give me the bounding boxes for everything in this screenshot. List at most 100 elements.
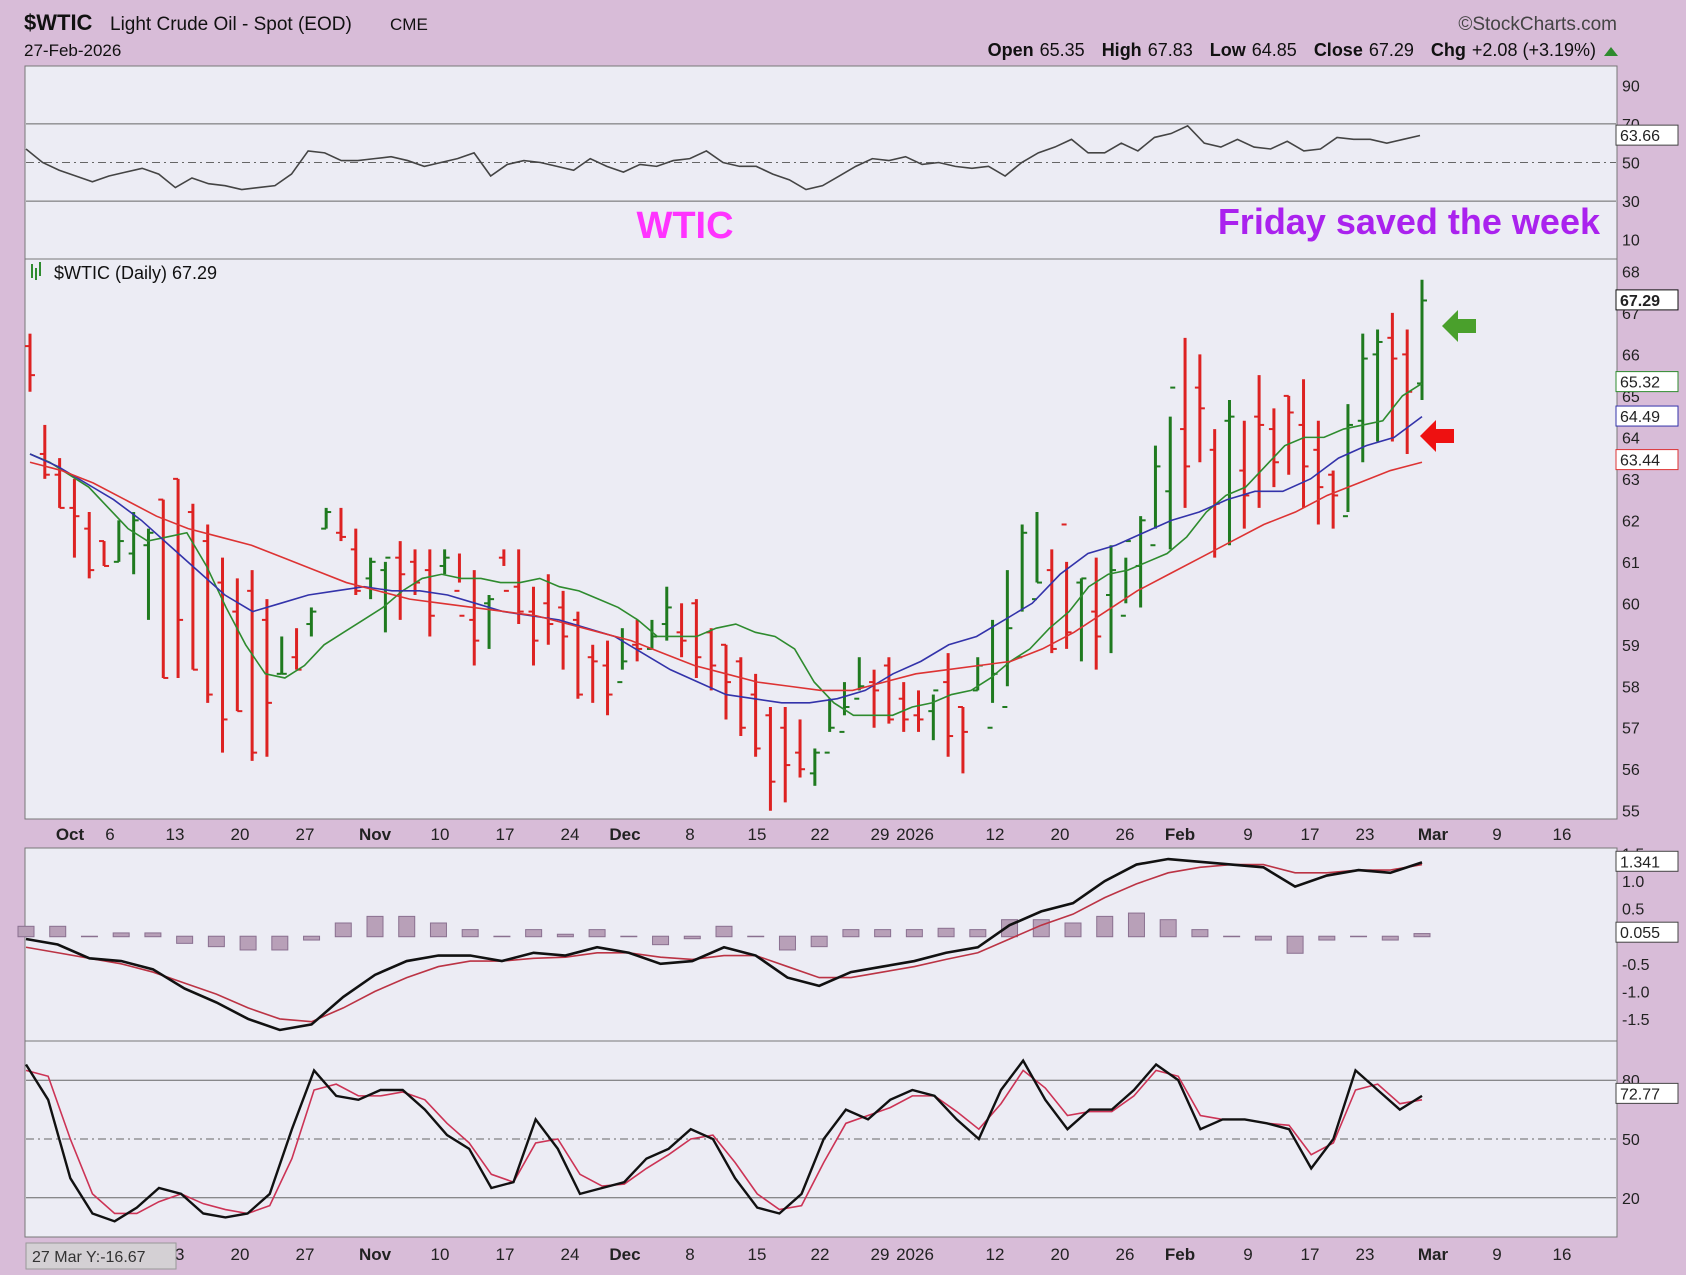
price-last-box <box>1615 449 1679 471</box>
price-last-box <box>1615 371 1679 393</box>
price-last-label: 63.44 <box>1615 449 1679 471</box>
macd-histogram-bar <box>842 929 860 938</box>
price-bar <box>113 520 124 563</box>
red-arrow-icon <box>1420 420 1454 452</box>
x-tick-label: 17 <box>496 1245 515 1264</box>
price-bar <box>1357 333 1368 463</box>
macd-histogram-bar <box>588 929 606 938</box>
x-tick-label: 9 <box>1492 825 1501 844</box>
price-bar <box>883 657 894 724</box>
macd-histogram-bar <box>429 922 447 938</box>
macd-histogram-bar <box>1286 935 1304 954</box>
price-bar <box>1328 470 1339 529</box>
price-last-box <box>1615 289 1679 311</box>
price-bar <box>261 599 272 757</box>
low-label: Low <box>1210 40 1247 60</box>
x-tick-label: Nov <box>359 1245 392 1264</box>
x-tick-label: 13 <box>166 825 185 844</box>
price-bar <box>854 657 865 700</box>
price-bar <box>321 507 332 530</box>
x-tick-label: Mar <box>1418 1245 1449 1264</box>
price-tick: 63 <box>1622 472 1640 489</box>
close-label: Close <box>1314 40 1363 60</box>
rsi-tick: 10 <box>1622 233 1640 250</box>
macd-tick: -0.5 <box>1622 957 1650 974</box>
x-tick-label: 23 <box>1356 825 1375 844</box>
high-label: High <box>1102 40 1142 60</box>
macd-histogram-bar <box>207 935 225 948</box>
x-tick-label: 10 <box>431 825 450 844</box>
price-bar <box>661 586 672 641</box>
x-tick-label: 2026 <box>896 825 934 844</box>
x-tick-label: Feb <box>1165 1245 1195 1264</box>
price-bar <box>1342 404 1353 518</box>
price-bar <box>99 540 110 567</box>
price-bar <box>602 640 613 716</box>
price-bar <box>1150 445 1161 547</box>
x-tick-label: 17 <box>496 825 515 844</box>
instrument-name: Light Crude Oil - Spot (EOD) <box>110 14 352 35</box>
macd-last-box <box>1615 850 1679 872</box>
price-bar <box>780 707 791 803</box>
chg-label: Chg <box>1431 40 1466 60</box>
macd-histogram-bar <box>1191 929 1209 938</box>
macd-tick: -1.0 <box>1622 984 1650 1001</box>
price-tick: 66 <box>1622 347 1640 364</box>
price-bar <box>276 636 287 675</box>
price-plot: 686766656463626160595857565567.2965.3264… <box>25 264 1679 821</box>
macd-tick: -1.5 <box>1622 1012 1650 1029</box>
rsi-last-value: 63.66 <box>1620 128 1660 145</box>
x-tick-label: 26 <box>1116 1245 1135 1264</box>
stoch-line <box>24 1058 1423 1223</box>
price-last-value: 65.32 <box>1620 375 1660 392</box>
price-bar <box>69 478 80 558</box>
macd-histogram-bar <box>1350 935 1368 938</box>
macd-histogram-bar <box>874 929 892 938</box>
price-bar <box>202 524 213 703</box>
x-tick-label: 26 <box>1116 825 1135 844</box>
price-last-box <box>1615 405 1679 427</box>
price-bar <box>1046 549 1057 654</box>
price-bar <box>1372 329 1383 442</box>
price-bar <box>335 507 346 542</box>
macd-histogram-bar <box>525 929 543 938</box>
x-tick-label: 27 <box>296 1245 315 1264</box>
chg-value: +2.08 (+3.19%) <box>1472 40 1596 60</box>
x-tick-label: Nov <box>359 825 392 844</box>
stoch-line <box>25 1069 1423 1215</box>
macd-line <box>25 857 1423 1032</box>
macd-histogram-bar <box>239 935 257 951</box>
stoch-last-value: 72.77 <box>1620 1086 1660 1103</box>
price-tick: 60 <box>1622 596 1640 613</box>
rsi-tick: 30 <box>1622 194 1640 211</box>
x-tick-label: 10 <box>431 1245 450 1264</box>
x-tick-label: 29 <box>871 825 890 844</box>
macd-histogram-bar <box>176 935 194 944</box>
macd-histogram-bar <box>1381 935 1399 941</box>
rsi-tick: 50 <box>1622 156 1640 173</box>
macd-histogram-bar <box>683 935 701 940</box>
macd-histogram-bar <box>1318 935 1336 941</box>
macd-last-label: 0.055 <box>1615 921 1679 943</box>
price-last-label: 65.32 <box>1615 371 1679 393</box>
x-tick-label: 16 <box>1553 1245 1572 1264</box>
macd-tick: 1.0 <box>1622 874 1644 891</box>
price-last-value: 64.49 <box>1620 409 1660 426</box>
x-tick-label: 24 <box>561 1245 580 1264</box>
x-tick-label: 20 <box>231 825 250 844</box>
x-tick-label: 8 <box>685 825 694 844</box>
price-last-label: 64.49 <box>1615 405 1679 427</box>
x-tick-label: 29 <box>871 1245 890 1264</box>
macd-line <box>25 863 1423 1023</box>
price-bar <box>173 477 184 678</box>
price-bar <box>1106 545 1117 654</box>
macd-histogram-bar <box>1223 935 1241 938</box>
macd-last-box <box>1615 921 1679 943</box>
stoch-tick: 50 <box>1622 1132 1640 1149</box>
macd-tick: 0.5 <box>1622 902 1644 919</box>
coord-readout: 27 Mar Y:-16.67 <box>32 1249 146 1266</box>
status-box <box>25 1242 177 1270</box>
price-bar <box>765 707 776 811</box>
price-bar <box>513 549 524 625</box>
